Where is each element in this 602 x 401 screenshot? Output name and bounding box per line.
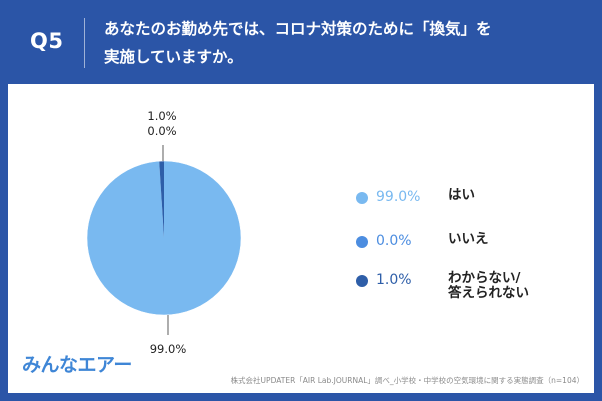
legend-percentage: 99.0% bbox=[376, 189, 421, 205]
header-divider bbox=[84, 18, 85, 68]
pie-chart: 99.0% 0.0%1.0% bbox=[86, 109, 242, 356]
question-line-1: あなたのお勤め先では、コロナ対策のために「換気」を bbox=[104, 20, 492, 38]
question-number: Q5 bbox=[30, 29, 64, 53]
data-label: 99.0% bbox=[150, 342, 187, 356]
legend-label: いいえ bbox=[448, 231, 489, 247]
legend-item: 99.0% はい bbox=[356, 188, 558, 206]
legend-percentage: 0.0% bbox=[376, 233, 412, 249]
data-label: 1.0% bbox=[147, 109, 176, 123]
brand-logo: みんなエアー bbox=[22, 354, 132, 376]
chart-card: 99.0% 0.0% 1.0% 99.0% はい 0.0% いいえ 1.0% わからない/答え… bbox=[8, 84, 594, 393]
question-line-2: 実施していますか。 bbox=[104, 48, 243, 66]
legend-swatch bbox=[356, 236, 368, 248]
legend-swatch bbox=[356, 192, 368, 204]
legend-label: わからない/答えられない bbox=[448, 270, 529, 301]
pie-outline bbox=[86, 160, 242, 316]
legend-item: 1.0% わからない/答えられない bbox=[356, 271, 558, 301]
legend-label: はい bbox=[448, 187, 475, 203]
question-text: あなたのお勤め先では、コロナ対策のために「換気」を 実施していますか。 bbox=[104, 15, 584, 71]
pie-slice bbox=[159, 161, 164, 238]
data-label: 0.0% bbox=[147, 124, 176, 138]
header: Q5 あなたのお勤め先では、コロナ対策のために「換気」を 実施していますか。 bbox=[0, 0, 602, 84]
legend-swatch bbox=[356, 275, 368, 287]
source-note: 株式会社UPDATER「AIR Lab.JOURNAL」調べ_小学校・中学校の空… bbox=[230, 376, 584, 385]
legend-item: 0.0% いいえ bbox=[356, 232, 558, 250]
legend-percentage: 1.0% bbox=[376, 272, 412, 288]
